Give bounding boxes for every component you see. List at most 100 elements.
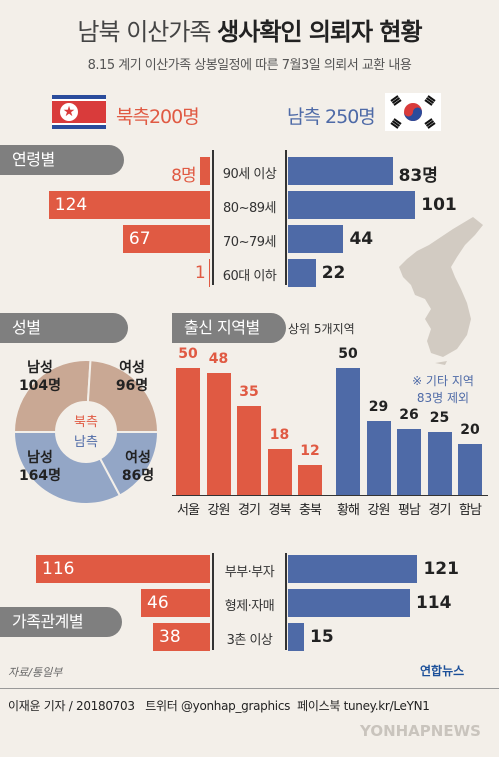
north-region-bar (267, 449, 292, 495)
north-region-value: 50 (178, 346, 198, 362)
gender-section-tab: 성별 (0, 313, 128, 343)
south-value-label: 15 (310, 627, 334, 647)
south-region-category: 황해 (337, 503, 360, 518)
category-label: 3촌 이상 (226, 633, 273, 648)
south-female-label: 여성 (125, 449, 151, 466)
south-region-value: 26 (399, 406, 419, 423)
north-value-label: 8명 (171, 166, 196, 186)
south-bar (288, 191, 416, 219)
legend-north: 북측200명 (116, 102, 200, 129)
category-label: 90세 이상 (222, 167, 277, 182)
legend-north-total: 200명 (148, 106, 200, 128)
south-bar (288, 623, 305, 651)
south-female-value: 86명 (122, 467, 154, 484)
region-section-tab: 출신 지역별 (172, 313, 286, 343)
age-section-tab: 연령별 (0, 145, 124, 175)
donut-south-center-label: 남측 (74, 435, 98, 450)
watermark: YONHAPNEWS (360, 722, 481, 740)
title-plain: 남북 이산가족 (77, 18, 211, 46)
south-region-value: 25 (429, 409, 450, 426)
south-region-category: 평남 (398, 503, 421, 518)
category-label: 형제·자매 (224, 599, 275, 614)
region-note-line1: ※ 기타 지역 (412, 374, 474, 388)
north-region-category: 경기 (238, 503, 261, 518)
north-bar (36, 555, 210, 583)
south-male-label: 남성 (27, 449, 53, 466)
source-note: 자료/통일부 (8, 666, 63, 679)
south-region-bar (397, 428, 421, 495)
age-divider (212, 150, 214, 285)
north-bar (208, 259, 210, 287)
north-male-slice (12, 359, 92, 433)
title-bold: 생사확인 의뢰자 현황 (217, 18, 422, 46)
south-bar (288, 259, 316, 287)
relation-divider-right (285, 553, 287, 650)
north-region-bar (176, 368, 200, 495)
north-value-label: 38 (159, 627, 181, 647)
legend-south: 남측 250명 (287, 102, 376, 129)
north-region-value: 18 (269, 427, 290, 444)
south-region-bar (366, 421, 391, 495)
page-title: 남북 이산가족 생사확인 의뢰자 현황 (0, 12, 499, 47)
north-female-slice (86, 359, 160, 433)
south-value-label: 121 (423, 559, 459, 579)
category-label: 80~89세 (223, 201, 276, 216)
south-value-label: 114 (415, 593, 452, 613)
south-value-label: 83명 (398, 166, 438, 186)
south-region-category: 경기 (428, 503, 452, 518)
page-subtitle: 8.15 계기 이산가족 상봉일정에 따른 7월3일 의뢰서 교환 내용 (87, 58, 412, 73)
north-region-category: 충북 (299, 503, 322, 518)
north-region-value: 48 (208, 351, 229, 368)
south-region-bar (336, 368, 360, 495)
south-value-label: 101 (421, 195, 457, 215)
north-bar (48, 191, 210, 219)
north-female-value: 96명 (116, 377, 148, 394)
south-value-label: 44 (349, 229, 374, 249)
credit-line: 이재윤 기자 / 20180703 트위터 @yonhap_graphics 페… (8, 699, 430, 713)
south-region-category: 강원 (367, 503, 391, 518)
legend-south-total: 250명 (325, 106, 376, 128)
region-note: 상위 5개지역 (288, 322, 355, 336)
north-value-label: 67 (128, 229, 151, 249)
korean-peninsula-map-icon (399, 217, 483, 365)
north-region-bar (298, 464, 322, 495)
north-region-category: 서울 (177, 503, 200, 518)
donut-north-center-label: 북측 (74, 415, 98, 430)
north-region-category: 경북 (268, 503, 292, 518)
north-korea-flag-icon: ★ (52, 95, 106, 129)
legend-south-label: 남측 (287, 106, 321, 128)
age-divider-right (285, 150, 287, 285)
region-excluded-note: ※ 기타 지역 83명 제외 (398, 372, 488, 406)
north-bar (141, 589, 210, 617)
north-region-value: 12 (300, 442, 320, 459)
north-value-label: 116 (42, 559, 75, 579)
north-male-value: 104명 (19, 377, 61, 394)
category-label: 60대 이하 (222, 269, 277, 284)
north-male-label: 남성 (27, 359, 53, 376)
south-female-slice (98, 431, 160, 497)
south-value-label: 22 (321, 263, 346, 283)
south-region-value: 50 (338, 346, 358, 362)
north-value-label: 124 (54, 195, 88, 215)
north-value-label: 1 (194, 263, 206, 283)
north-region-bar (237, 406, 261, 495)
category-label: 부부·부자 (224, 565, 275, 580)
footer-divider (0, 688, 499, 689)
south-region-bar (458, 444, 482, 495)
north-region-category: 강원 (207, 503, 231, 518)
north-bar (122, 225, 210, 253)
south-korea-flag-icon (385, 93, 441, 131)
north-region-bar (206, 373, 231, 495)
south-male-value: 164명 (19, 467, 61, 484)
south-male-slice (12, 431, 122, 505)
north-region-value: 35 (239, 384, 259, 401)
north-bar (199, 157, 210, 185)
south-region-value: 20 (460, 422, 480, 439)
south-bar (288, 157, 393, 185)
south-region-bar (427, 431, 452, 495)
south-bar (288, 225, 344, 253)
relation-divider (212, 553, 214, 650)
north-female-label: 여성 (119, 359, 145, 376)
yonhap-logo: 연합뉴스 (420, 664, 465, 678)
